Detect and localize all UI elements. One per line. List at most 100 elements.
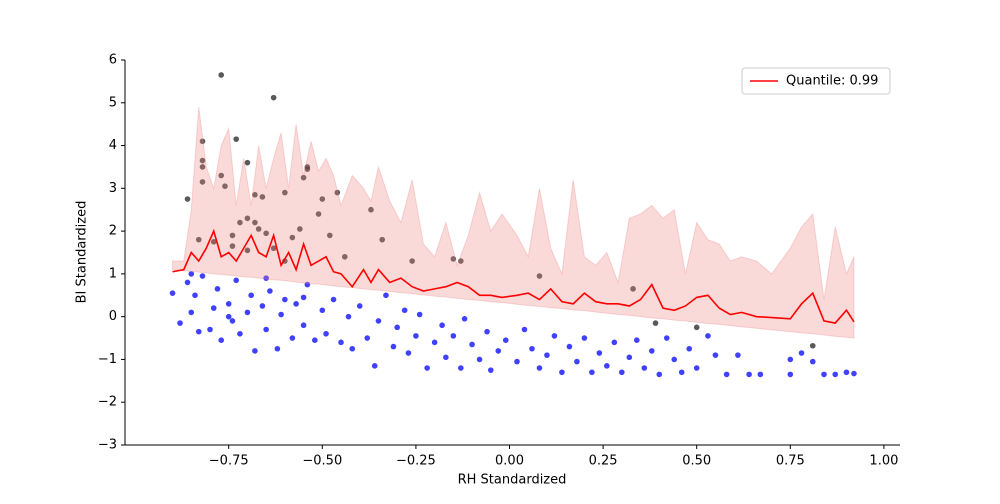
point: [278, 311, 284, 318]
point: [450, 333, 457, 339]
x-tick-label: −0.75: [209, 454, 249, 469]
point: [843, 369, 850, 376]
point: [259, 194, 266, 200]
y-tick-label: 0: [109, 309, 117, 324]
band: [172, 106, 855, 339]
point: [229, 318, 236, 324]
point: [424, 365, 430, 371]
point: [443, 354, 449, 361]
point: [304, 281, 311, 288]
point: [195, 328, 202, 335]
point: [536, 365, 543, 371]
point: [244, 215, 251, 222]
point: [705, 333, 711, 339]
x-tick-label: −0.50: [302, 454, 342, 469]
point: [293, 301, 299, 307]
y-tick-label: 5: [109, 95, 117, 110]
point: [809, 342, 816, 349]
point: [723, 371, 730, 378]
point: [274, 345, 281, 352]
point: [252, 219, 258, 226]
point: [244, 159, 251, 166]
point: [405, 350, 412, 356]
point: [225, 313, 232, 320]
point: [338, 339, 344, 346]
point: [210, 305, 217, 311]
point: [383, 292, 389, 299]
point: [214, 286, 221, 292]
point: [416, 311, 423, 318]
point: [244, 247, 251, 254]
point: [297, 226, 303, 232]
point: [401, 307, 408, 314]
point: [184, 279, 191, 286]
legend-label: Quantile: 0.99: [786, 74, 878, 89]
point: [368, 206, 374, 213]
point: [326, 232, 333, 239]
point: [529, 345, 535, 352]
point: [300, 294, 307, 301]
point: [199, 157, 206, 164]
point: [225, 301, 232, 307]
point: [229, 243, 236, 249]
y-tick-label: 4: [109, 138, 117, 153]
point: [304, 164, 311, 170]
point: [536, 273, 543, 279]
point: [413, 333, 419, 339]
point: [544, 352, 550, 358]
point: [787, 371, 794, 378]
point: [656, 371, 663, 378]
point: [188, 271, 195, 277]
point: [712, 352, 719, 358]
point: [514, 358, 520, 365]
y-tick-label: 1: [109, 266, 117, 281]
point: [502, 337, 509, 343]
point: [207, 326, 213, 333]
quantile-line: [172, 228, 855, 324]
point: [349, 345, 356, 352]
point: [379, 236, 386, 243]
point: [282, 296, 288, 303]
point: [671, 356, 678, 363]
x-tick-label: 0.25: [589, 454, 618, 469]
point: [521, 326, 528, 333]
point: [469, 341, 475, 348]
point: [229, 232, 236, 239]
y-axis-label: BI Standardized: [75, 201, 90, 304]
point: [323, 330, 329, 337]
point: [652, 320, 659, 326]
point: [439, 322, 445, 329]
point: [495, 348, 502, 354]
point: [356, 303, 363, 309]
point: [315, 211, 322, 217]
point: [596, 350, 603, 356]
point: [735, 352, 741, 358]
point: [237, 330, 243, 337]
x-tick-label: 1.00: [869, 454, 898, 469]
y-tick-label: −1: [98, 352, 117, 367]
legend: Quantile: 0.99: [741, 67, 891, 95]
point: [177, 320, 183, 326]
point: [199, 138, 206, 145]
point: [259, 303, 266, 309]
x-tick-label: 0.00: [495, 454, 524, 469]
point: [757, 371, 764, 378]
point: [169, 290, 176, 296]
point: [289, 234, 296, 241]
point: [484, 328, 490, 335]
point: [341, 253, 348, 260]
point: [630, 286, 636, 292]
point: [218, 72, 225, 78]
point: [574, 358, 580, 365]
point: [633, 337, 640, 343]
point: [330, 296, 337, 303]
x-tick-label: 0.50: [682, 454, 711, 469]
point: [263, 230, 269, 237]
point: [248, 292, 254, 299]
point: [184, 196, 191, 202]
point: [233, 136, 239, 142]
point: [693, 324, 700, 331]
point: [787, 356, 794, 363]
point: [663, 335, 670, 341]
point: [458, 365, 464, 371]
